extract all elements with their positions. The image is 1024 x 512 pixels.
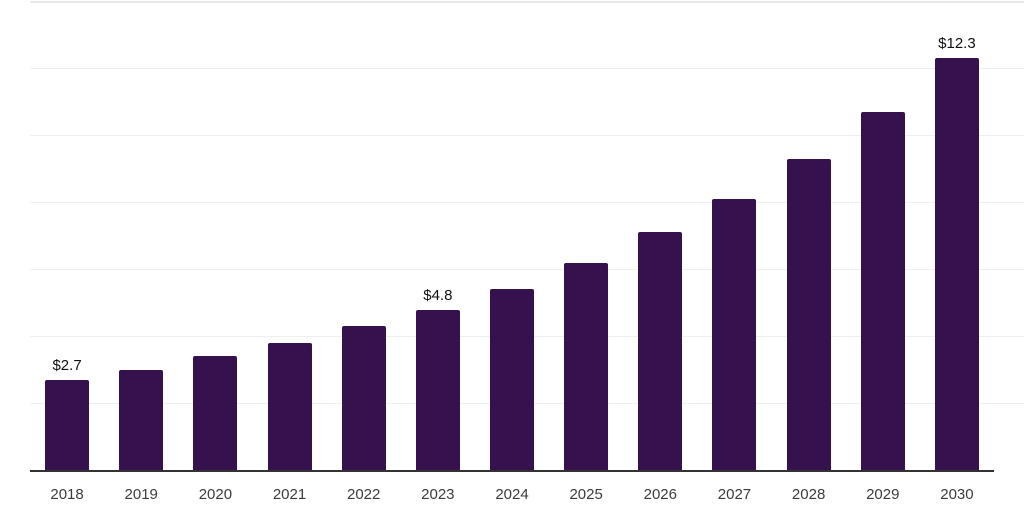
bar-2024 (490, 289, 534, 471)
x-tick-label-2030: 2030 (940, 486, 974, 503)
bar-2020 (193, 356, 238, 471)
bar-2023 (415, 309, 460, 471)
x-tick-label-2022: 2022 (347, 486, 381, 503)
bar-2025 (564, 262, 609, 471)
x-tick-label-2026: 2026 (643, 486, 677, 503)
bar-2019 (119, 369, 164, 471)
bar-2028 (786, 158, 831, 471)
bar-2022 (341, 326, 386, 471)
bar-2026 (638, 232, 683, 471)
bar-2021 (267, 343, 312, 471)
x-tick-label-2029: 2029 (866, 486, 900, 503)
x-tick-label-2018: 2018 (50, 486, 84, 503)
x-tick-label-2028: 2028 (791, 486, 826, 503)
x-tick-label-2023: 2023 (421, 486, 455, 503)
x-axis-line (30, 469, 994, 472)
x-tick-label-2027: 2027 (717, 486, 752, 503)
x-tick-label-2024: 2024 (495, 486, 529, 503)
gridline (30, 1, 1024, 3)
x-tick-label-2020: 2020 (198, 486, 233, 503)
value-label-2023: $4.8 (423, 286, 453, 304)
gridline (30, 68, 1024, 70)
x-tick-label-2019: 2019 (124, 486, 158, 503)
bar-2027 (712, 198, 757, 471)
bar-2030 (934, 58, 979, 471)
value-label-2030: $12.3 (938, 35, 976, 52)
bar-2018 (45, 379, 90, 471)
bar-2029 (860, 111, 905, 471)
value-label-2018: $2.7 (52, 356, 82, 374)
x-tick-label-2021: 2021 (272, 486, 307, 503)
x-tick-label-2025: 2025 (569, 486, 603, 503)
